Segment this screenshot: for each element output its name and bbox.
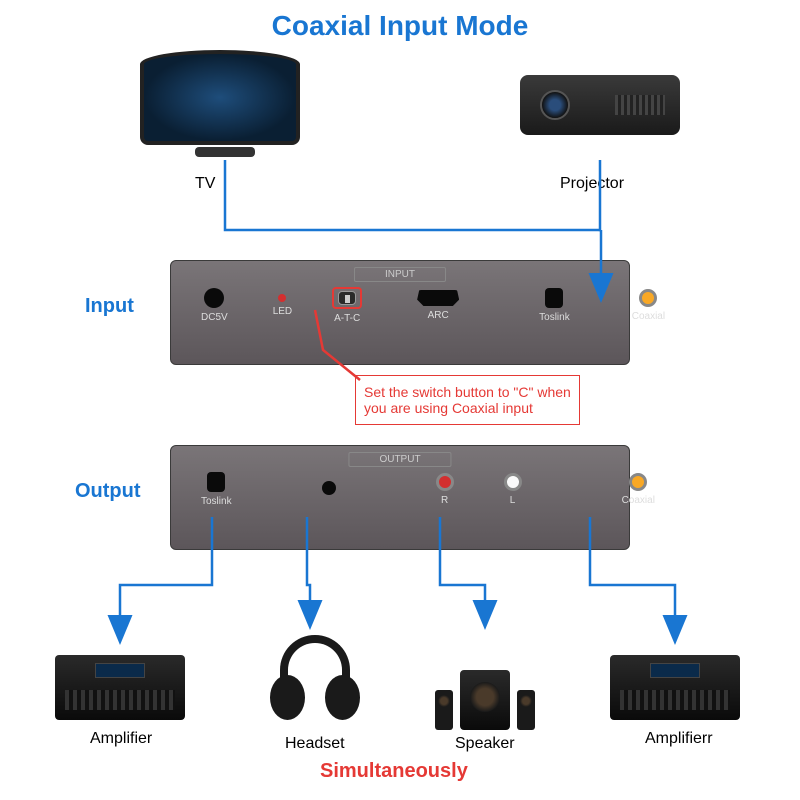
port-label: LED	[273, 306, 292, 317]
port-toslink: Toslink	[539, 288, 570, 323]
output-amplifier-2	[610, 655, 740, 720]
speaker-label: Speaker	[455, 735, 515, 753]
port-label: Coaxial	[632, 311, 665, 322]
output-device-box: OUTPUT ToslinkRLCoaxial	[170, 445, 630, 550]
port-l: L	[504, 473, 522, 506]
port-coaxial: Coaxial	[622, 473, 655, 506]
amplifier-2-label: Amplifierr	[645, 730, 713, 748]
projector-label: Projector	[560, 175, 624, 193]
output-side-label: Output	[75, 480, 141, 503]
headset-label: Headset	[285, 735, 345, 753]
output-speaker	[430, 635, 540, 730]
port-label: R	[441, 495, 448, 506]
port-dc5v: DC5V	[201, 288, 228, 323]
simultaneously-label: Simultaneously	[320, 760, 468, 783]
port-label: Coaxial	[622, 495, 655, 506]
port-label: Toslink	[539, 312, 570, 323]
port-r: R	[436, 473, 454, 506]
input-device-box: INPUT DC5VLEDA-T-CARCToslinkCoaxial	[170, 260, 630, 365]
port-label: A-T-C	[334, 313, 360, 324]
output-amplifier-1	[55, 655, 185, 720]
callout-line1: Set the switch button to "C" when	[364, 384, 571, 400]
callout-line2: you are using Coaxial input	[364, 400, 571, 416]
port-label: DC5V	[201, 312, 228, 323]
port-label: Toslink	[201, 496, 232, 507]
output-panel-label: OUTPUT	[348, 452, 451, 467]
source-projector-illustration	[520, 75, 690, 175]
amplifier-1-label: Amplifier	[90, 730, 152, 748]
port-coaxial: Coaxial	[632, 289, 665, 322]
output-headset	[260, 635, 370, 730]
port-led: LED	[273, 294, 292, 317]
port-label: L	[510, 495, 516, 506]
port-label: ARC	[428, 310, 449, 321]
source-tv-illustration	[140, 50, 310, 160]
port-toslink: Toslink	[201, 472, 232, 507]
tv-label: TV	[195, 175, 215, 193]
input-panel-label: INPUT	[354, 267, 446, 282]
page-title: Coaxial Input Mode	[0, 10, 800, 42]
port-3.5mm	[322, 481, 336, 499]
port-a-t-c: A-T-C	[332, 287, 362, 324]
callout-instruction: Set the switch button to "C" when you ar…	[355, 375, 580, 425]
port-arc: ARC	[417, 290, 459, 321]
input-side-label: Input	[85, 295, 134, 318]
